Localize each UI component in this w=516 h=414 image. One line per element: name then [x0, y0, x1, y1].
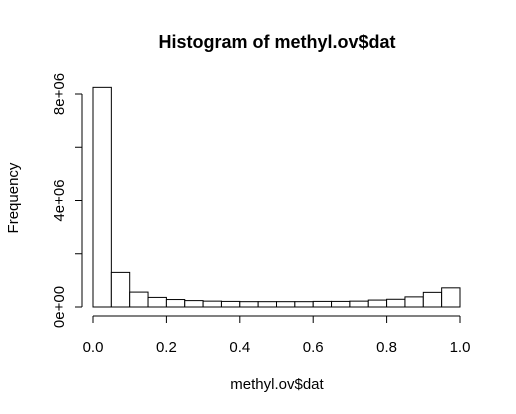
histogram-bar: [129, 291, 149, 308]
x-tick-label: 0.4: [229, 339, 250, 356]
histogram-bar: [257, 301, 277, 308]
y-axis-label: Frequency: [5, 162, 22, 233]
y-tick-label: 8e+06: [51, 73, 68, 115]
histogram-bar: [184, 300, 204, 308]
histogram-bar: [404, 296, 424, 308]
y-axis: 0e+00 4e+06 8e+06: [51, 73, 83, 328]
x-axis-label: methyl.ov$dat: [230, 376, 324, 393]
x-tick-label: 0.0: [83, 339, 104, 356]
histogram-bar: [165, 299, 186, 308]
histogram-bar: [422, 291, 443, 308]
histogram-bar: [294, 301, 314, 308]
histogram-bar: [92, 86, 112, 308]
chart-title: Histogram of methyl.ov$dat: [158, 32, 395, 52]
y-tick-label: 4e+06: [51, 179, 68, 221]
histogram-bar: [312, 300, 333, 308]
histogram-bar: [276, 301, 296, 308]
histogram-bar: [147, 296, 167, 308]
x-tick-label: 1.0: [450, 339, 471, 356]
histogram-bar: [239, 301, 259, 308]
histogram-bar: [202, 300, 222, 308]
histogram-bar: [441, 287, 461, 308]
bars-group: [92, 86, 461, 308]
y-tick-label: 0e+00: [51, 286, 68, 328]
histogram-bar: [331, 300, 351, 308]
x-tick-label: 0.8: [376, 339, 397, 356]
histogram-bar: [386, 298, 406, 308]
histogram-bar: [110, 271, 131, 308]
histogram-bar: [367, 299, 388, 308]
x-axis: 0.0 0.2 0.4 0.6 0.8 1.0: [83, 315, 471, 356]
histogram-bar: [349, 300, 369, 308]
histogram-bar: [220, 300, 241, 308]
x-tick-label: 0.6: [303, 339, 324, 356]
x-tick-label: 0.2: [156, 339, 177, 356]
